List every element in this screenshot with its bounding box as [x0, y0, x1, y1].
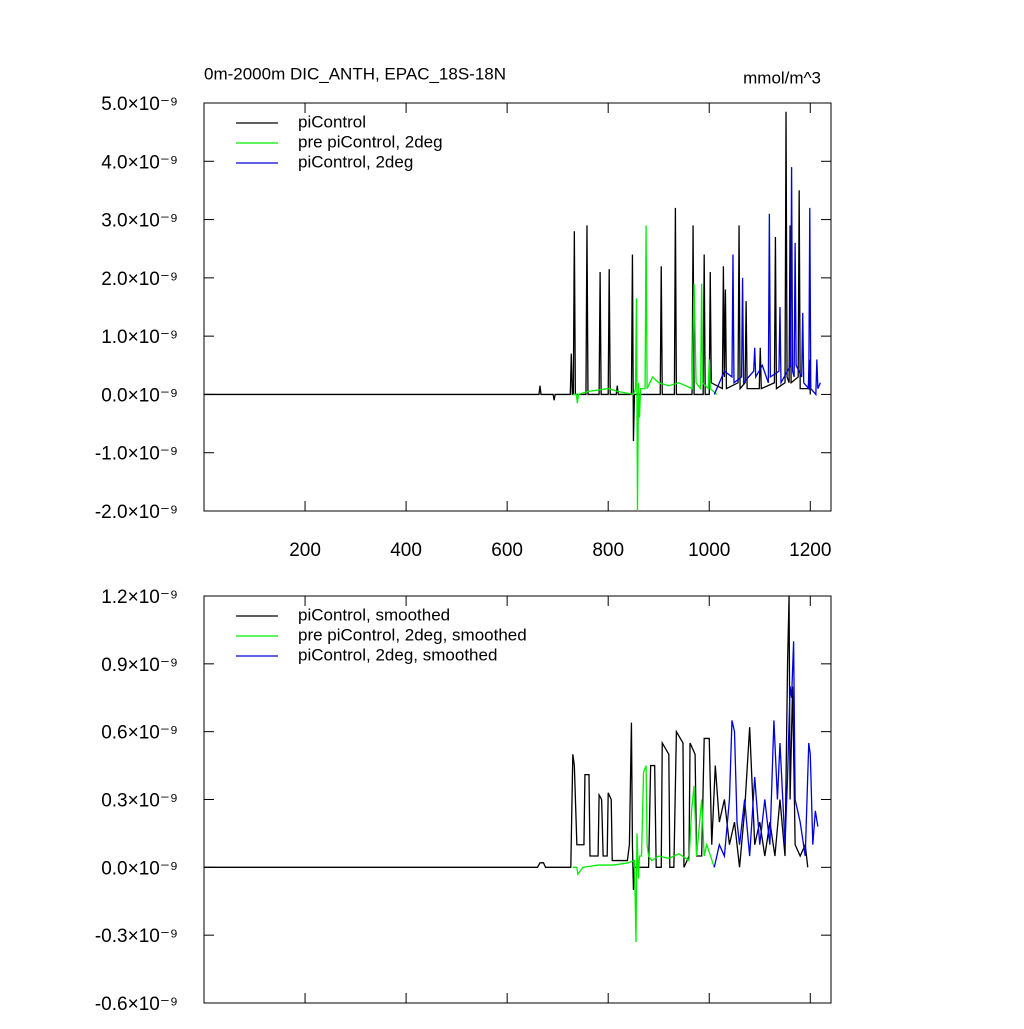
- y-tick-label: -2.0×10⁻⁹: [95, 502, 178, 523]
- legend-label: pre piControl, 2deg, smoothed: [298, 625, 527, 644]
- x-tick-label: 200: [289, 540, 321, 561]
- chart-title: 0m-2000m DIC_ANTH, EPAC_18S-18N: [204, 64, 506, 83]
- legend-label: piControl, 2deg, smoothed: [298, 645, 497, 664]
- x-tick-label: 1200: [789, 540, 831, 561]
- x-tick-label: 1000: [688, 540, 730, 561]
- x-tick-label: 800: [592, 540, 624, 561]
- legend-label: pre piControl, 2deg: [298, 132, 443, 151]
- y-tick-label: 0.0×10⁻⁹: [101, 858, 178, 879]
- y-tick-label: -0.6×10⁻⁹: [95, 994, 178, 1015]
- units-label: mmol/m^3: [743, 68, 821, 87]
- plot-frame: [203, 102, 832, 512]
- data-line: [713, 641, 819, 868]
- y-tick-label: 1.2×10⁻⁹: [101, 587, 178, 608]
- legend-label: piControl: [298, 112, 366, 131]
- y-tick-label: 4.0×10⁻⁹: [101, 152, 178, 173]
- y-tick-label: 3.0×10⁻⁹: [101, 211, 178, 232]
- y-tick-label: 0.0×10⁻⁹: [101, 385, 178, 406]
- data-line: [204, 596, 809, 890]
- y-tick-label: 0.9×10⁻⁹: [101, 655, 178, 676]
- x-tick-label: 400: [390, 540, 422, 561]
- legend-label: piControl, smoothed: [298, 605, 450, 624]
- y-tick-label: 2.0×10⁻⁹: [101, 269, 178, 290]
- y-tick-label: 0.3×10⁻⁹: [101, 791, 178, 812]
- data-line: [572, 765, 715, 942]
- y-tick-label: 1.0×10⁻⁹: [101, 327, 178, 348]
- y-tick-label: 5.0×10⁻⁹: [101, 94, 178, 115]
- data-line: [572, 225, 718, 511]
- y-tick-label: 0.6×10⁻⁹: [101, 723, 178, 744]
- y-tick-label: -0.3×10⁻⁹: [95, 926, 178, 947]
- y-tick-label: -1.0×10⁻⁹: [95, 444, 178, 465]
- data-line: [204, 111, 811, 442]
- data-line: [713, 167, 821, 397]
- legend-label: piControl, 2deg: [298, 152, 413, 171]
- x-tick-label: 600: [491, 540, 523, 561]
